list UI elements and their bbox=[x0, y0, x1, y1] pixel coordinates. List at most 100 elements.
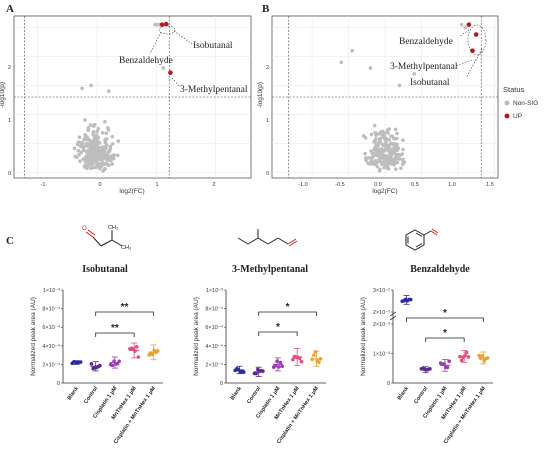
nonsig-point bbox=[97, 141, 102, 145]
nonsig-point bbox=[382, 148, 387, 153]
oxygen-label-isobutanal: O bbox=[82, 226, 87, 232]
nonsig-point bbox=[401, 157, 405, 162]
xtick-b-3: 0.0 bbox=[374, 182, 382, 188]
nonsig-point bbox=[380, 153, 384, 158]
nonsig-point bbox=[94, 141, 99, 145]
significance-bracket bbox=[406, 317, 484, 322]
nonsig-point bbox=[388, 154, 393, 159]
nonsig-point bbox=[386, 131, 390, 135]
nonsig-point bbox=[369, 149, 374, 154]
sample-point bbox=[261, 369, 265, 373]
sample-point bbox=[317, 360, 321, 365]
nonsig-point bbox=[395, 152, 399, 157]
category-label: Control bbox=[83, 385, 99, 405]
panel-label-a: A bbox=[6, 3, 14, 15]
nonsig-point bbox=[350, 48, 354, 53]
nonsig-point bbox=[383, 141, 388, 146]
nonsig-point bbox=[373, 145, 377, 150]
nonsig-point bbox=[368, 162, 372, 166]
significance-bracket bbox=[95, 311, 154, 316]
nonsig-point bbox=[389, 134, 393, 138]
volcano-plot-b: -log10(p) log2(FC) -1.0 -0.5 0.0 0.5 1.0… bbox=[257, 15, 499, 195]
legend-swatch-up bbox=[504, 113, 510, 119]
nonsig-point bbox=[386, 148, 391, 153]
category-label: Cisplatin + MnTnHex 1 μM bbox=[276, 385, 320, 445]
ylabel-normalized-peak-area: Normalized peak area (AU) bbox=[360, 297, 367, 376]
nonsig-point bbox=[103, 119, 107, 124]
nonsig-point bbox=[372, 123, 377, 128]
nonsig-point bbox=[389, 160, 394, 165]
nonsig-point bbox=[92, 136, 97, 141]
ytick-b-2: 1 bbox=[266, 118, 269, 124]
up-point bbox=[466, 22, 472, 27]
ytick-label: 1×10⁻³ bbox=[373, 352, 390, 358]
nonsig-point bbox=[382, 131, 387, 135]
xtick-b-6: 1.5 bbox=[486, 182, 494, 188]
category-label: Control bbox=[413, 385, 429, 405]
ytick-label: 4×10⁻⁴ bbox=[42, 343, 60, 350]
sample-point bbox=[150, 352, 155, 357]
leader-isobutanal-b bbox=[465, 48, 483, 79]
ytick-label: 2×10⁻⁴ bbox=[42, 361, 60, 368]
nonsig-point bbox=[387, 137, 391, 142]
nonsig-point bbox=[88, 162, 93, 167]
annotation-methylpentanal-b: 3-Methylpentanal bbox=[390, 62, 458, 72]
leader-isobutanal-a bbox=[173, 30, 193, 45]
ytick-a-1: 0 bbox=[8, 171, 11, 177]
nonsig-point bbox=[93, 143, 98, 148]
nonsig-point bbox=[376, 143, 380, 148]
sample-point bbox=[278, 360, 283, 365]
nonsig-point bbox=[368, 66, 373, 70]
nonsig-point bbox=[393, 142, 397, 146]
sample-point bbox=[480, 354, 485, 358]
compound-title-3-methylpentanal: 3-Methylpentanal bbox=[232, 264, 308, 275]
nonsig-point bbox=[153, 22, 157, 27]
ytick-b-1: 0 bbox=[266, 171, 269, 177]
nonsig-point bbox=[83, 118, 87, 122]
nonsig-point bbox=[387, 143, 392, 148]
nonsig-point bbox=[95, 162, 100, 167]
xtick-b-1: -1.0 bbox=[298, 182, 307, 188]
nonsig-point bbox=[84, 160, 89, 164]
nonsig-point bbox=[110, 134, 115, 139]
significance-stars: ** bbox=[121, 302, 129, 313]
nonsig-point bbox=[95, 133, 99, 137]
nonsig-point bbox=[92, 165, 96, 170]
ytick-a-3: 2 bbox=[8, 65, 11, 71]
sample-point bbox=[136, 355, 141, 359]
volcano-plot-a: -log10(p) log2(FC) -1 0 1 2 0 1 2 Isobut… bbox=[0, 15, 252, 195]
nonsig-point bbox=[116, 139, 120, 143]
nonsig-point bbox=[79, 141, 84, 146]
nonsig-point bbox=[382, 165, 386, 170]
nonsig-point bbox=[96, 126, 101, 131]
sample-point bbox=[110, 363, 115, 368]
ytick-a-2: 1 bbox=[8, 118, 11, 124]
panel-label-b: B bbox=[262, 3, 270, 15]
nonsig-point bbox=[383, 137, 388, 142]
structure-isobutanal bbox=[85, 229, 123, 247]
up-point bbox=[163, 21, 169, 27]
nonsig-point bbox=[108, 144, 113, 149]
sample-point bbox=[134, 345, 139, 349]
nonsig-point bbox=[399, 166, 403, 171]
annotation-benzaldehyde-a: Benzaldehyde bbox=[119, 56, 173, 66]
gridlines-b bbox=[272, 16, 498, 178]
significance-bracket bbox=[425, 337, 465, 342]
nonsig-point bbox=[78, 159, 82, 163]
ytick-label: 0 bbox=[387, 381, 390, 387]
nonsig-point bbox=[463, 25, 467, 30]
points-b bbox=[339, 22, 479, 173]
axis-break bbox=[389, 315, 397, 321]
sample-point bbox=[458, 354, 462, 359]
nonsig-point bbox=[85, 135, 89, 139]
nonsig-point bbox=[79, 150, 84, 155]
xtick-b-2: -0.5 bbox=[335, 182, 344, 188]
nonsig-point bbox=[364, 156, 369, 161]
nonsig-point bbox=[377, 140, 381, 144]
compound-title-benzaldehyde: Benzaldehyde bbox=[410, 264, 470, 275]
nonsig-point bbox=[82, 148, 86, 153]
nonsig-point bbox=[78, 144, 83, 149]
category-label: Blank bbox=[67, 385, 81, 401]
xtick-a-2: 0 bbox=[98, 182, 101, 188]
nonsig-point bbox=[393, 158, 397, 163]
